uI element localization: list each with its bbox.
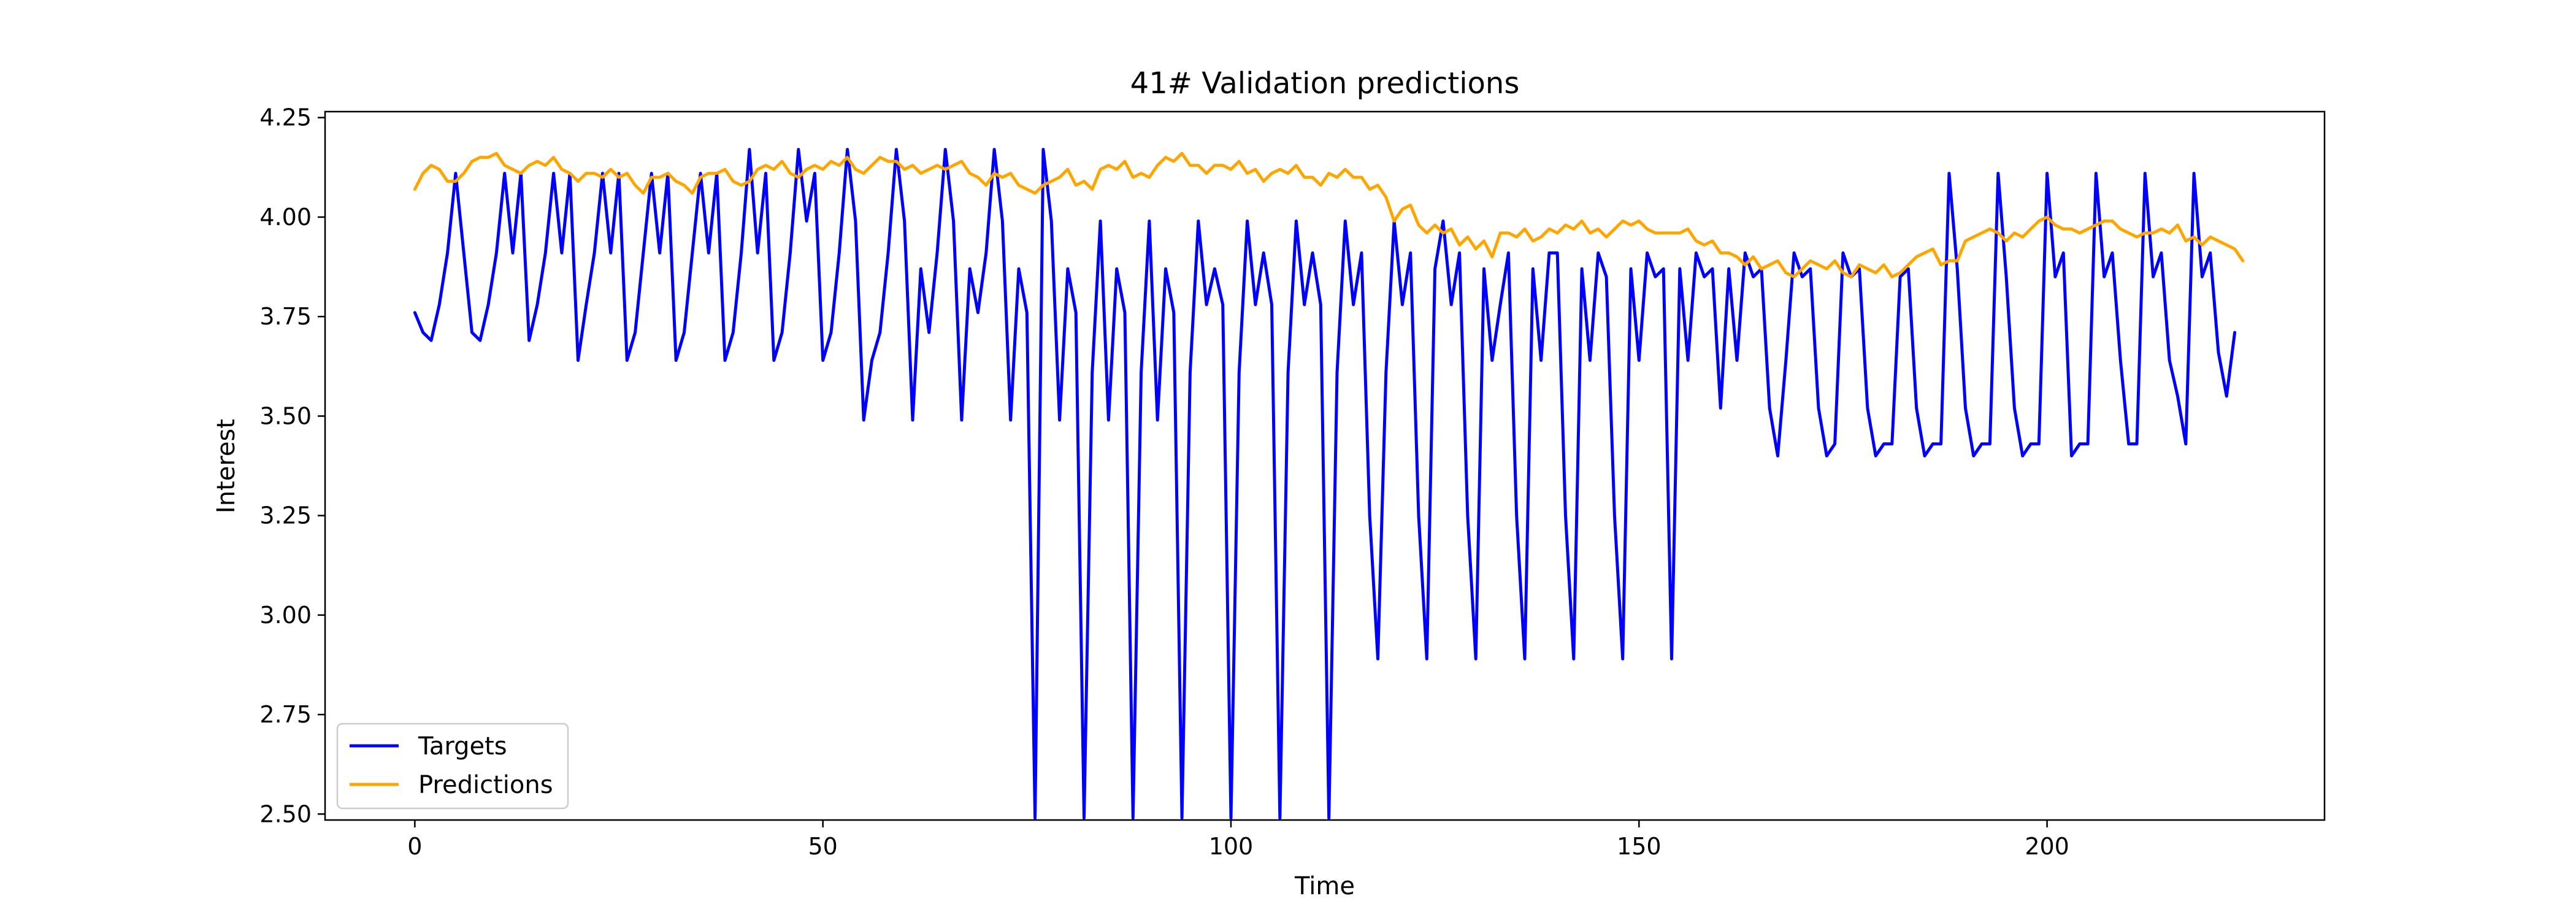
x-tick-label: 100 [1209, 833, 1254, 860]
x-tick-label: 200 [2025, 833, 2069, 860]
plot-area [413, 148, 2245, 820]
chart-title: 41# Validation predictions [1130, 66, 1520, 101]
series-layer [413, 148, 2245, 820]
series-line-targets [413, 148, 2237, 820]
series-line-predictions [413, 151, 2245, 278]
plot-frame [324, 110, 2326, 821]
x-tick-label: 50 [808, 833, 837, 860]
y-tick-label: 2.50 [259, 800, 312, 827]
legend: Targets Predictions [336, 723, 569, 810]
y-tick-label: 4.25 [259, 104, 312, 131]
x-tick-label: 150 [1617, 833, 1662, 860]
y-axis-ticks: 2.50 2.75 3.00 3.25 3.50 3.75 4.00 4.25 [259, 104, 325, 827]
y-tick-label: 3.25 [259, 502, 312, 529]
y-tick-label: 2.75 [259, 701, 312, 728]
x-tick-label: 0 [407, 833, 422, 860]
y-axis-label: Interest [212, 419, 240, 513]
legend-label-targets: Targets [418, 732, 507, 761]
x-axis-label: Time [1294, 872, 1355, 900]
y-tick-label: 3.00 [259, 602, 312, 629]
y-tick-label: 4.00 [259, 204, 312, 231]
y-tick-label: 3.50 [259, 402, 312, 429]
legend-label-predictions: Predictions [418, 771, 553, 799]
x-axis-ticks: 0 50 100 150 200 [407, 820, 2069, 860]
y-tick-label: 3.75 [259, 303, 312, 330]
